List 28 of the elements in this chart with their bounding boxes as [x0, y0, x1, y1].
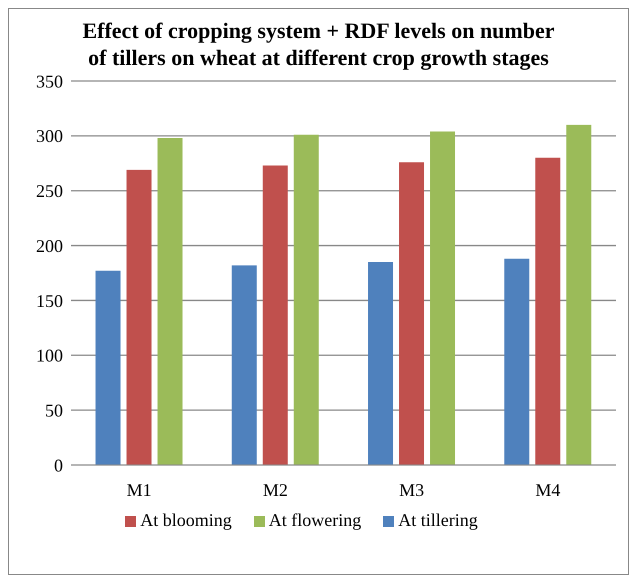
y-tick-label: 100	[36, 346, 63, 366]
bar	[535, 158, 560, 465]
bar	[262, 165, 288, 465]
chart-title: Effect of cropping system + RDF levels on number of tillers on wheat at different crop growth stages	[81, 17, 556, 71]
y-tick-label: 250	[36, 181, 63, 202]
bar	[96, 270, 121, 465]
x-tick-label: M1	[126, 480, 152, 500]
y-tick-label: 200	[36, 236, 63, 256]
bar	[504, 258, 530, 465]
bar	[232, 265, 257, 465]
y-tick-label: 0	[54, 455, 63, 476]
legend-label: At flowering	[268, 510, 362, 530]
y-tick-label: 150	[36, 290, 63, 311]
x-tick-label: M2	[262, 480, 288, 500]
legend-label: At tillering	[398, 510, 478, 530]
x-tick-label: M3	[399, 480, 424, 500]
bar	[294, 134, 319, 465]
y-tick-label: 50	[45, 400, 63, 421]
bar	[430, 131, 456, 465]
y-tick-label: 350	[36, 71, 63, 92]
bar	[566, 124, 592, 465]
bar	[368, 262, 394, 465]
bar	[126, 170, 152, 465]
bar	[158, 138, 183, 465]
legend-label: At blooming	[140, 510, 232, 530]
bar	[399, 162, 424, 465]
x-tick-label: M4	[535, 480, 560, 500]
y-tick-label: 300	[36, 126, 63, 146]
